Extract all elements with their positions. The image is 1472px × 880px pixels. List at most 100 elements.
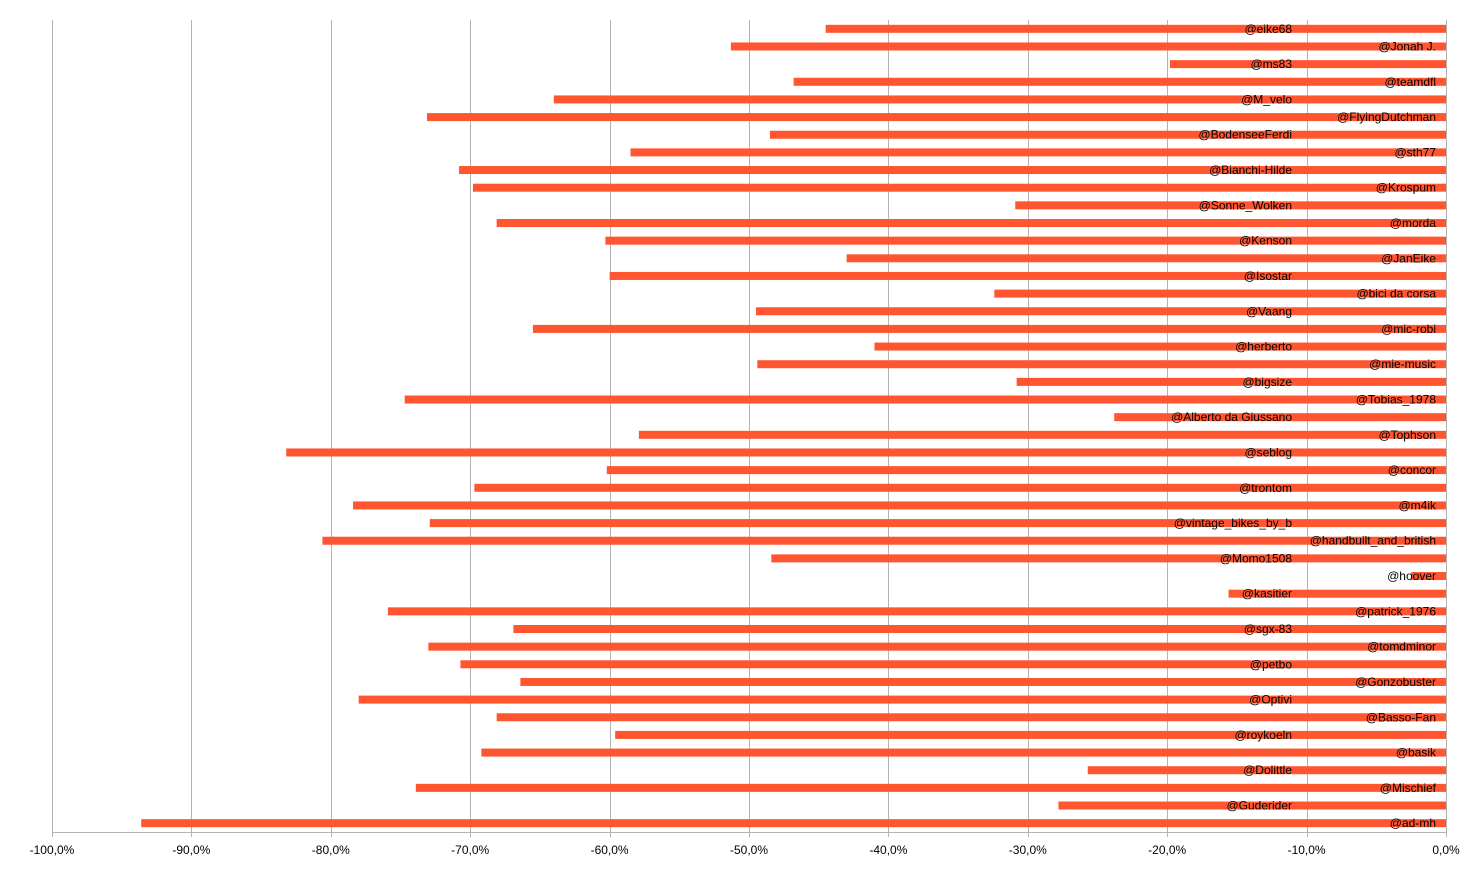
bar	[1228, 589, 1446, 598]
category-label: @Tobias_1978	[1356, 393, 1437, 407]
category-label: @sgx-83	[1244, 622, 1293, 636]
bar	[429, 519, 1446, 528]
bar	[553, 95, 1446, 104]
x-tick-label: -90,0%	[172, 843, 210, 857]
x-tick-label: -70,0%	[451, 843, 489, 857]
category-label: @M_velo	[1241, 92, 1292, 106]
bar	[481, 748, 1446, 757]
category-label: @handbuilt_and_british	[1310, 534, 1436, 548]
category-label: @kasitier	[1242, 587, 1292, 601]
category-label: @seblog	[1244, 445, 1292, 459]
category-label: @Optivi	[1249, 693, 1292, 707]
bar	[1169, 60, 1446, 69]
bar	[520, 677, 1446, 686]
category-labels: @eike68 @Jonah J. @ms83 @teamdfl @M_velo @Fly…	[1171, 22, 1437, 830]
category-label: @Alberto da Giussano	[1171, 410, 1292, 424]
category-label: @FlyingDutchman	[1337, 110, 1436, 124]
category-label: @Mischief	[1380, 781, 1437, 795]
category-label: @eike68	[1244, 22, 1292, 36]
grid-lines	[52, 20, 1447, 832]
bar	[769, 130, 1446, 139]
bar	[459, 166, 1447, 175]
bar	[474, 483, 1447, 492]
bar	[404, 395, 1446, 404]
category-label: @Tophson	[1378, 428, 1436, 442]
bar	[141, 819, 1446, 828]
category-label: @bici da corsa	[1356, 287, 1436, 301]
category-label: @sth77	[1394, 145, 1436, 159]
category-label: @JanEike	[1381, 251, 1436, 265]
category-label: @ms83	[1250, 57, 1292, 71]
bar	[606, 466, 1446, 475]
bar	[605, 236, 1446, 245]
category-label: @tomdminor	[1367, 640, 1436, 654]
bar	[771, 554, 1446, 563]
bar	[286, 448, 1446, 457]
category-label: @hoover	[1387, 569, 1436, 583]
bar	[757, 360, 1446, 369]
x-tick-label: -80,0%	[312, 843, 350, 857]
bar	[793, 77, 1446, 86]
x-tick-label: 0,0%	[1432, 843, 1460, 857]
category-label: @m4ik	[1398, 498, 1437, 512]
category-label: @bigsize	[1242, 375, 1292, 389]
x-tick-label: -30,0%	[1009, 843, 1047, 857]
category-label: @roykoeln	[1234, 728, 1292, 742]
bar	[1087, 766, 1446, 775]
bars	[141, 24, 1447, 828]
category-label: @concor	[1388, 463, 1436, 477]
category-label: @vintage_bikes_by_b	[1174, 516, 1293, 530]
category-label: @basik	[1396, 746, 1437, 760]
x-tick-label: -100,0%	[30, 843, 75, 857]
bar	[1114, 413, 1446, 422]
category-label: @Basso-Fan	[1366, 710, 1436, 724]
category-label: @Dolittle	[1243, 763, 1292, 777]
category-label: @morda	[1390, 216, 1437, 230]
category-label: @Kenson	[1239, 234, 1292, 248]
bar	[609, 271, 1446, 280]
bar	[322, 536, 1446, 545]
bar	[874, 342, 1446, 351]
bar	[496, 713, 1446, 722]
category-label: @Guderider	[1226, 799, 1292, 813]
bar	[630, 148, 1446, 157]
bar	[994, 289, 1446, 298]
bar	[358, 695, 1447, 704]
bar	[387, 607, 1447, 616]
bar	[532, 324, 1446, 333]
category-label: @teamdfl	[1384, 75, 1436, 89]
x-axis-ticks: -100,0% -90,0% -80,0% -70,0% -60,0% -50,0% -40…	[30, 832, 1460, 857]
bar	[428, 642, 1446, 651]
bar	[638, 430, 1446, 439]
category-label: @trontom	[1239, 481, 1292, 495]
x-tick-label: -20,0%	[1148, 843, 1186, 857]
bar	[353, 501, 1446, 510]
category-label: @Jonah J.	[1378, 39, 1436, 53]
bar	[755, 307, 1446, 316]
category-label: @BodenseeFerdi	[1198, 128, 1292, 142]
category-label: @patrick_1976	[1355, 604, 1436, 618]
bar	[1015, 201, 1446, 210]
category-label: @herberto	[1235, 340, 1292, 354]
bar	[1058, 801, 1446, 810]
bar	[825, 24, 1446, 33]
category-label: @Krospum	[1376, 181, 1436, 195]
bar	[730, 42, 1446, 51]
category-label: @Momo1508	[1220, 551, 1293, 565]
category-label: @Gonzobuster	[1355, 675, 1436, 689]
bar	[415, 783, 1447, 792]
x-tick-label: -50,0%	[730, 843, 768, 857]
bar	[1411, 572, 1446, 581]
category-label: @Vaang	[1246, 304, 1292, 318]
x-tick-label: -40,0%	[869, 843, 907, 857]
category-label: @Bianchi-Hilde	[1209, 163, 1292, 177]
x-tick-label: -10,0%	[1288, 843, 1326, 857]
bar	[615, 730, 1446, 739]
bar	[426, 113, 1447, 122]
category-label: @Isostar	[1244, 269, 1292, 283]
category-label: @Sonne_Wolken	[1199, 198, 1292, 212]
bar	[513, 625, 1446, 633]
category-label: @petbo	[1250, 657, 1293, 671]
bar	[846, 254, 1446, 263]
